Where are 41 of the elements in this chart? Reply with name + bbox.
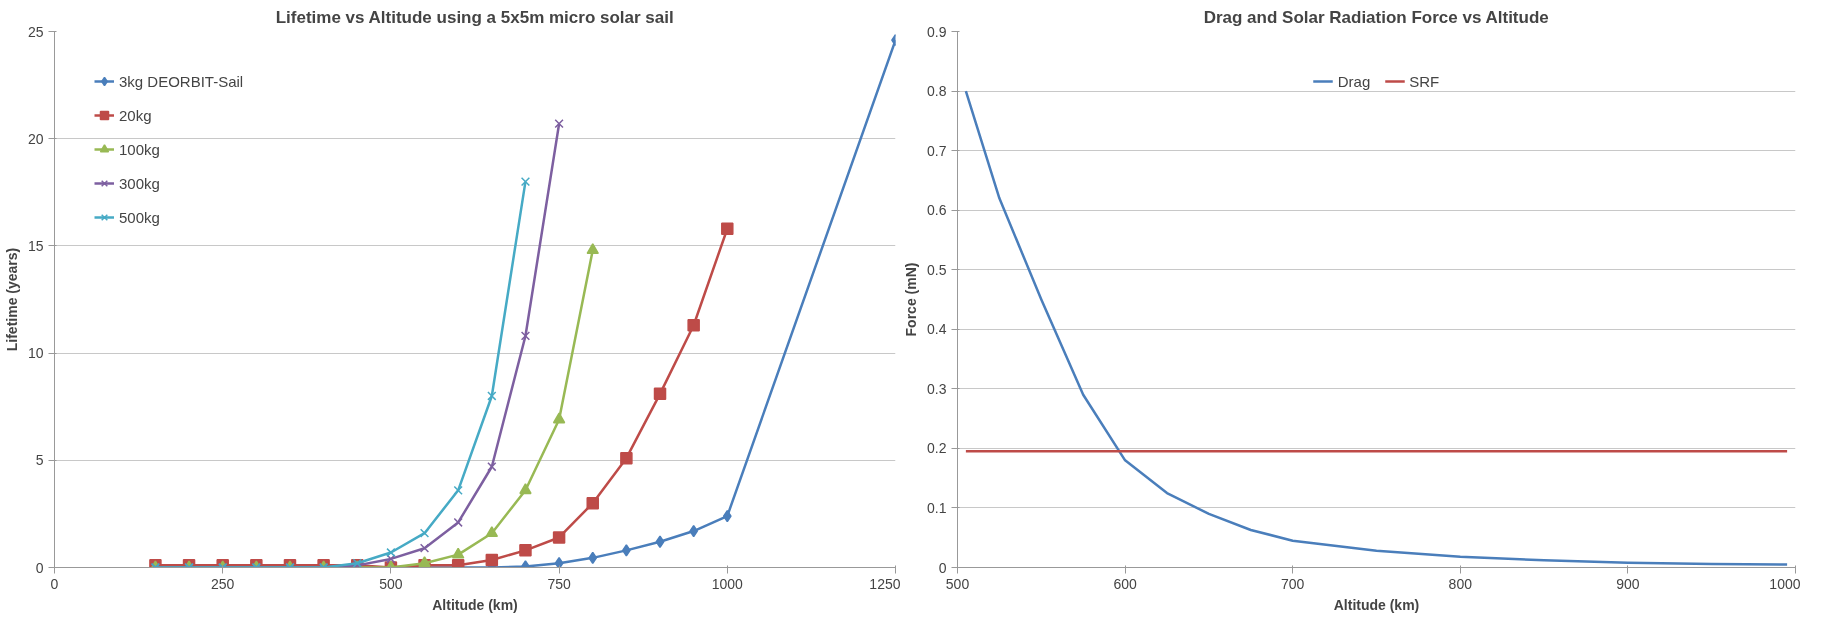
- y-tick-label: 0.4: [927, 321, 947, 338]
- y-tick-label: 25: [27, 23, 44, 40]
- y-tick-label: 10: [27, 345, 44, 362]
- legend-label: 100kg: [119, 140, 160, 158]
- y-tick-label: 0.5: [927, 261, 947, 278]
- x-tick-label: 1250: [869, 575, 901, 592]
- x-tick-label: 600: [1113, 575, 1137, 592]
- y-tick-label: 0: [938, 559, 947, 576]
- y-tick-label: 0.8: [927, 83, 947, 100]
- x-axis-title: Altitude (km): [1333, 596, 1420, 613]
- y-tick-label: 15: [27, 237, 44, 254]
- legend-label: SRF: [1409, 72, 1440, 90]
- x-tick-label: 500: [945, 575, 970, 592]
- x-tick-label: 250: [211, 575, 235, 592]
- y-tick-label: 0.9: [927, 23, 947, 40]
- x-tick-label: 750: [547, 575, 571, 592]
- chart-title: Drag and Solar Radiation Force vs Altitude: [1203, 7, 1549, 27]
- y-tick-label: 0.1: [927, 499, 947, 516]
- x-tick-label: 700: [1281, 575, 1305, 592]
- x-tick-label: 800: [1448, 575, 1473, 592]
- x-axis-title: Altitude (km): [432, 596, 518, 613]
- y-tick-label: 0.2: [927, 440, 947, 457]
- y-tick-label: 0.7: [927, 142, 947, 159]
- legend-label: 300kg: [119, 174, 160, 192]
- x-tick-label: 0: [50, 575, 59, 592]
- y-tick-label: 20: [27, 130, 44, 147]
- y-tick-label: 0.3: [927, 380, 947, 397]
- y-tick-label: 0: [35, 559, 44, 576]
- legend-label: Drag: [1337, 72, 1371, 90]
- y-axis-title: Lifetime (years): [3, 247, 20, 352]
- x-tick-label: 1000: [711, 575, 744, 592]
- x-tick-label: 500: [379, 575, 403, 592]
- x-tick-label: 1000: [1769, 575, 1801, 592]
- legend-label: 500kg: [119, 208, 160, 226]
- x-tick-label: 900: [1616, 575, 1640, 592]
- y-tick-label: 0.6: [927, 202, 947, 219]
- legend-label: 3kg DEORBIT-Sail: [119, 72, 244, 90]
- chart-title: Lifetime vs Altitude using a 5x5m micro solar sail: [275, 7, 674, 27]
- y-axis-title: Force (mN): [903, 262, 920, 337]
- y-tick-label: 5: [35, 452, 44, 469]
- legend-label: 20kg: [119, 106, 152, 124]
